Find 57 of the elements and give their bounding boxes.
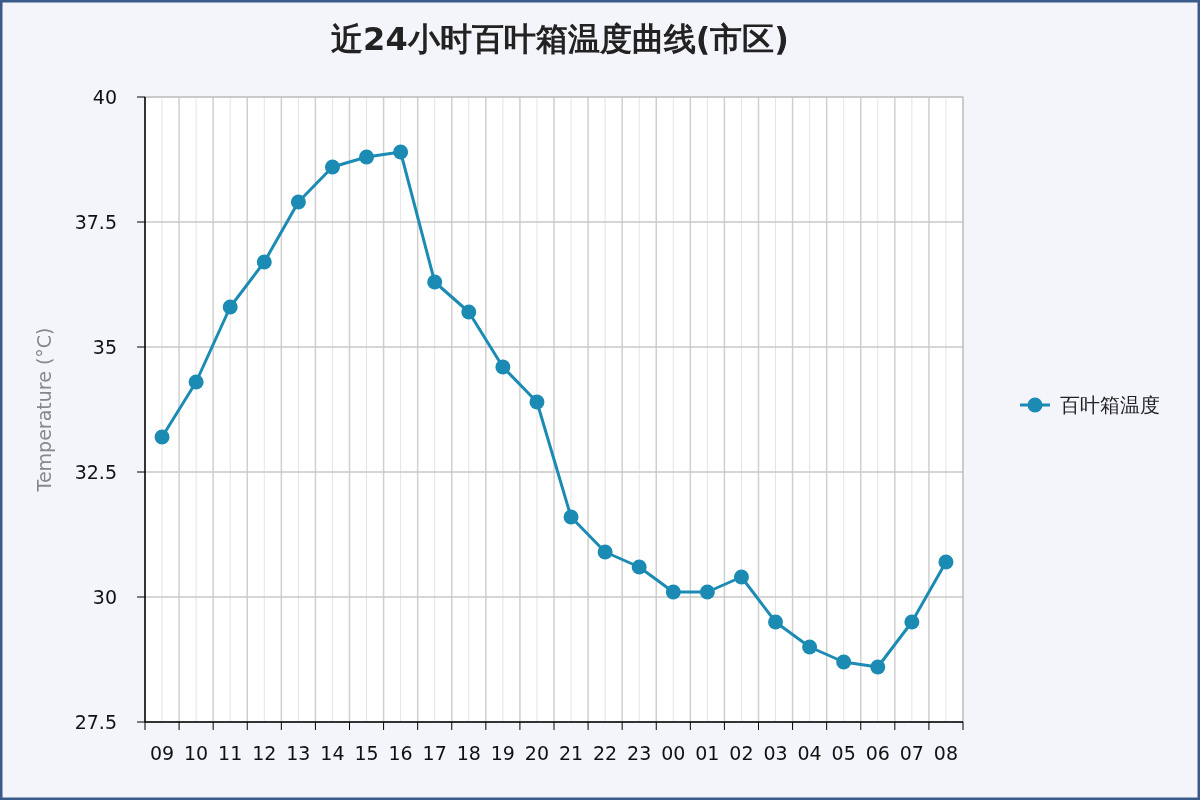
y-tick-label: 32.5 — [74, 461, 117, 483]
point — [904, 614, 920, 630]
y-tick-label: 35 — [92, 336, 117, 358]
point — [938, 554, 954, 570]
x-tick-label: 00 — [661, 742, 686, 764]
x-tick-label: 16 — [388, 742, 413, 764]
point — [802, 639, 818, 655]
point — [699, 584, 715, 600]
y-tick-label: 27.5 — [74, 711, 117, 733]
x-tick-label: 20 — [524, 742, 550, 764]
x-tick-label: 04 — [797, 742, 822, 764]
y-tick-label: 37.5 — [74, 211, 117, 233]
point — [188, 374, 204, 390]
point — [563, 509, 579, 525]
x-tick-label: 12 — [252, 742, 277, 764]
point — [733, 569, 749, 585]
point — [768, 614, 784, 630]
x-tick-label: 09 — [149, 742, 175, 764]
point — [631, 559, 647, 575]
x-tick-label: 17 — [422, 742, 447, 764]
x-tick-label: 11 — [218, 742, 243, 764]
x-tick-label: 08 — [933, 742, 959, 764]
y-axis-title: Temperature (°C) — [33, 327, 55, 493]
point — [870, 659, 886, 675]
x-tick-label: 13 — [286, 742, 311, 764]
x-tick-label: 03 — [763, 742, 788, 764]
point — [256, 254, 272, 270]
point — [427, 274, 443, 290]
point — [495, 359, 511, 375]
x-tick-label: 15 — [354, 742, 379, 764]
y-tick-label: 30 — [92, 586, 117, 608]
x-tick-label: 23 — [627, 742, 652, 764]
x-tick-label: 01 — [695, 742, 720, 764]
x-tick-label: 22 — [593, 742, 618, 764]
point — [359, 149, 375, 165]
legend-label: 百叶箱温度 — [1060, 393, 1160, 417]
y-tick-label: 40 — [92, 86, 117, 108]
point — [665, 584, 681, 600]
point — [597, 544, 613, 560]
point — [154, 429, 170, 445]
chart-title: 近24小时百叶箱温度曲线(市区) — [331, 20, 789, 58]
point — [461, 304, 477, 320]
point — [324, 159, 340, 175]
point — [222, 299, 238, 315]
point — [529, 394, 545, 410]
x-tick-label: 05 — [831, 742, 856, 764]
x-tick-label: 07 — [899, 742, 924, 764]
x-tick-label: 21 — [558, 742, 584, 764]
x-tick-label: 19 — [490, 742, 515, 764]
x-tick-label: 06 — [865, 742, 890, 764]
x-tick-label: 10 — [184, 742, 209, 764]
point — [836, 654, 852, 670]
x-tick-label: 02 — [729, 742, 754, 764]
x-tick-label: 14 — [320, 742, 345, 764]
point — [393, 144, 409, 160]
point — [290, 194, 306, 210]
x-tick-label: 18 — [456, 742, 481, 764]
